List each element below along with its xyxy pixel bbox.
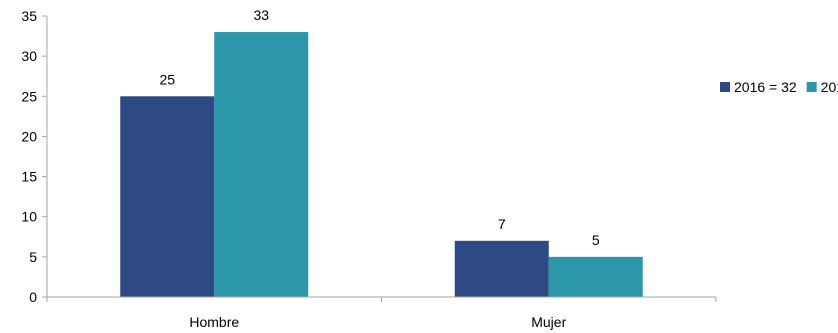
x-axis: Hombre Mujer: [46, 296, 717, 330]
legend: 2016 = 32 2017 = 38: [720, 79, 838, 95]
y-tick-label: 10: [21, 209, 37, 225]
x-category-label: Mujer: [531, 314, 566, 330]
bar-mujer-series-2: [548, 256, 643, 297]
x-category-label: Hombre: [189, 314, 239, 330]
y-tick-label: 35: [21, 8, 37, 24]
data-label: 7: [498, 216, 506, 232]
y-axis: 0 5 10 15 20 25 30 35: [21, 8, 48, 305]
legend-swatch: [720, 82, 730, 92]
bars: [120, 32, 643, 298]
legend-label: 2017 = 38: [821, 79, 838, 95]
y-tick-label: 0: [29, 289, 37, 305]
data-label: 5: [592, 232, 600, 248]
legend-label: 2016 = 32: [734, 79, 797, 95]
data-label: 33: [253, 7, 269, 23]
y-tick-label: 20: [21, 128, 37, 144]
bar-mujer-series-1: [454, 240, 549, 297]
data-label: 25: [159, 71, 175, 87]
y-tick-label: 25: [21, 88, 37, 104]
legend-swatch: [806, 82, 817, 92]
y-tick-label: 30: [21, 48, 37, 64]
bar-hombre-series-2: [214, 32, 309, 298]
data-labels: 25 33 7 5: [159, 7, 599, 248]
bar-hombre-series-1: [120, 96, 215, 298]
y-tick-label: 15: [21, 169, 37, 185]
y-tick-label: 5: [29, 249, 37, 265]
